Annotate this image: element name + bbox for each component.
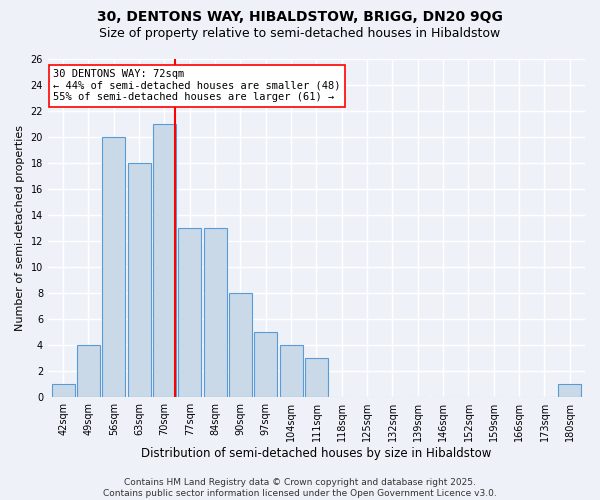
Bar (128, 163, 151, 397)
Bar (280, 345, 302, 397)
Text: Size of property relative to semi-detached houses in Hibaldstow: Size of property relative to semi-detach… (100, 28, 500, 40)
Bar (204, 228, 227, 397)
Bar (153, 124, 176, 397)
Bar (305, 358, 328, 397)
Bar (229, 293, 252, 397)
Text: 30, DENTONS WAY, HIBALDSTOW, BRIGG, DN20 9QG: 30, DENTONS WAY, HIBALDSTOW, BRIGG, DN20… (97, 10, 503, 24)
Text: Contains HM Land Registry data © Crown copyright and database right 2025.
Contai: Contains HM Land Registry data © Crown c… (103, 478, 497, 498)
Bar (559, 384, 581, 397)
Text: 30 DENTONS WAY: 72sqm
← 44% of semi-detached houses are smaller (48)
55% of semi: 30 DENTONS WAY: 72sqm ← 44% of semi-deta… (53, 69, 341, 102)
Bar (254, 332, 277, 397)
Bar (178, 228, 201, 397)
Bar (103, 137, 125, 397)
Y-axis label: Number of semi-detached properties: Number of semi-detached properties (15, 125, 25, 331)
X-axis label: Distribution of semi-detached houses by size in Hibaldstow: Distribution of semi-detached houses by … (141, 447, 491, 460)
Bar (77, 345, 100, 397)
Bar (52, 384, 74, 397)
